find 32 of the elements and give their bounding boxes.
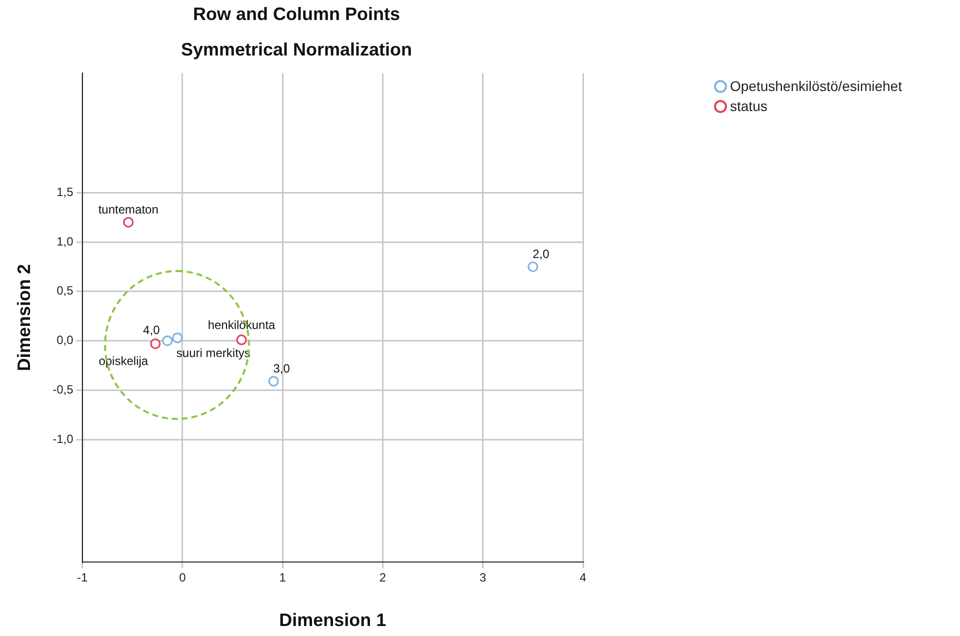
- x-tick-label: -1: [76, 570, 88, 585]
- y-axis-title: Dimension 2: [14, 264, 34, 372]
- annotation: suuri merkitys: [176, 346, 250, 360]
- x-tick-label: 3: [480, 570, 487, 585]
- y-tick-label: 1,0: [56, 234, 74, 248]
- point: [150, 338, 161, 350]
- x-axis-title: Dimension 1: [279, 610, 386, 630]
- point: [162, 336, 173, 346]
- annotation: opiskelija: [98, 354, 148, 368]
- x-tick-label: 1: [279, 570, 286, 585]
- y-tick-label: -0,5: [52, 382, 74, 396]
- chart-subtitle: Symmetrical Normalization: [180, 39, 412, 60]
- point: [236, 334, 247, 346]
- y-tick-label: 0,0: [56, 333, 74, 348]
- point: [123, 217, 134, 228]
- point: [172, 332, 183, 344]
- annotation: henkilökunta: [208, 318, 276, 332]
- point: [268, 376, 279, 387]
- y-tick-label: -1,0: [52, 432, 74, 446]
- chart-title: Row and Column Points: [193, 4, 400, 24]
- x-tick-label: 2: [379, 570, 386, 585]
- point: [528, 261, 538, 272]
- annotation: 3,0: [273, 362, 290, 376]
- legend-label: status: [730, 98, 768, 114]
- annotation: 2,0: [532, 247, 550, 262]
- x-tick-label: 0: [179, 570, 186, 585]
- legend-label: Opetushenkilöstö/esimiehet: [730, 78, 902, 94]
- annotation: tuntematon: [98, 202, 158, 217]
- annotation: 4,0: [143, 323, 160, 338]
- y-tick-label: 1,5: [56, 184, 74, 199]
- y-tick-label: 0,5: [56, 284, 74, 298]
- x-tick-label: 4: [580, 570, 587, 585]
